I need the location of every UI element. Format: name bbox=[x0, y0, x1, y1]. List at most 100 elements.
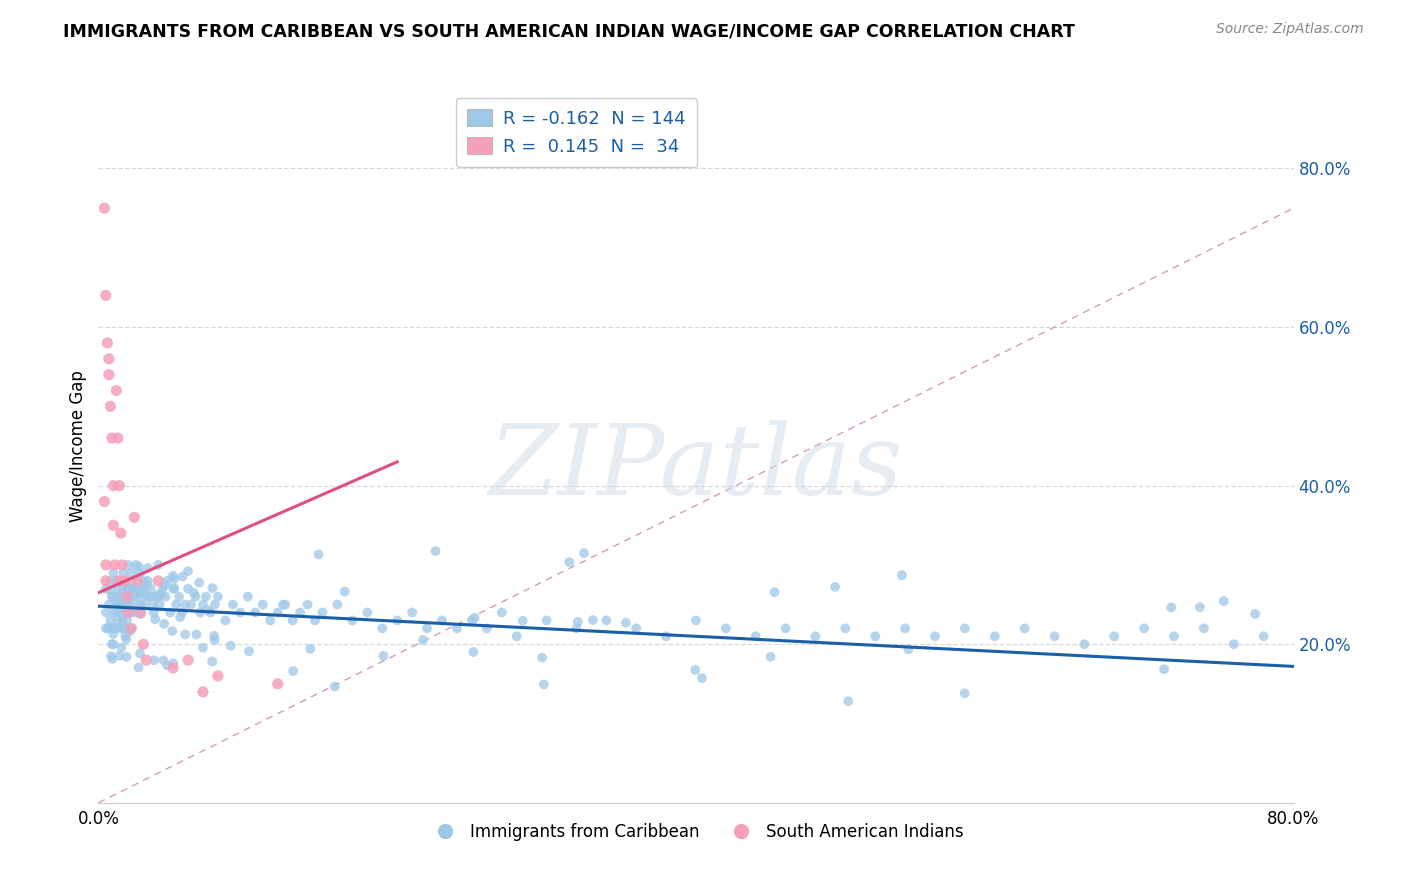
Point bbox=[174, 598, 197, 612]
Point bbox=[683, 663, 706, 677]
Point bbox=[127, 582, 149, 596]
Point bbox=[103, 478, 125, 492]
Text: Source: ZipAtlas.com: Source: ZipAtlas.com bbox=[1216, 22, 1364, 37]
Point bbox=[195, 590, 218, 604]
Point bbox=[93, 494, 115, 508]
Point bbox=[124, 510, 146, 524]
Point bbox=[127, 574, 149, 588]
Point bbox=[238, 644, 260, 658]
Point bbox=[177, 564, 200, 578]
Point bbox=[207, 590, 229, 604]
Point bbox=[191, 598, 214, 612]
Point bbox=[894, 621, 917, 635]
Point bbox=[461, 614, 484, 628]
Point bbox=[162, 661, 184, 675]
Point bbox=[103, 621, 125, 635]
Point bbox=[97, 351, 120, 366]
Point bbox=[117, 606, 139, 620]
Point bbox=[288, 606, 311, 620]
Point bbox=[98, 574, 122, 588]
Point bbox=[267, 677, 290, 691]
Point bbox=[165, 598, 187, 612]
Point bbox=[690, 671, 713, 685]
Point bbox=[105, 384, 128, 398]
Point bbox=[101, 621, 124, 635]
Point bbox=[202, 629, 225, 643]
Point bbox=[111, 598, 134, 612]
Point bbox=[136, 561, 159, 575]
Point bbox=[475, 621, 498, 635]
Point bbox=[103, 518, 125, 533]
Point bbox=[156, 574, 179, 588]
Point bbox=[105, 621, 128, 635]
Point bbox=[110, 640, 132, 655]
Point bbox=[207, 669, 229, 683]
Point bbox=[1160, 600, 1182, 615]
Point bbox=[101, 431, 124, 445]
Point bbox=[155, 590, 177, 604]
Point bbox=[1212, 594, 1234, 608]
Point bbox=[533, 677, 555, 691]
Point bbox=[138, 590, 160, 604]
Point bbox=[120, 606, 142, 620]
Point bbox=[430, 614, 453, 628]
Point bbox=[201, 581, 224, 595]
Point bbox=[103, 590, 125, 604]
Point bbox=[114, 629, 136, 643]
Legend: Immigrants from Caribbean, South American Indians: Immigrants from Caribbean, South America… bbox=[422, 817, 970, 848]
Point bbox=[129, 586, 152, 600]
Point bbox=[162, 657, 184, 671]
Point bbox=[229, 606, 252, 620]
Point bbox=[136, 574, 159, 588]
Point bbox=[139, 582, 162, 596]
Point bbox=[1104, 629, 1126, 643]
Point bbox=[714, 621, 737, 635]
Point bbox=[412, 632, 434, 647]
Point bbox=[112, 599, 135, 614]
Point bbox=[108, 598, 131, 612]
Point bbox=[281, 614, 304, 628]
Point bbox=[103, 637, 125, 651]
Point bbox=[162, 624, 184, 638]
Point bbox=[112, 590, 135, 604]
Point bbox=[834, 621, 856, 635]
Point bbox=[97, 598, 120, 612]
Point bbox=[105, 606, 128, 620]
Point bbox=[1153, 662, 1175, 676]
Point bbox=[132, 598, 155, 612]
Point bbox=[148, 558, 170, 572]
Point bbox=[299, 641, 322, 656]
Point bbox=[1188, 600, 1211, 615]
Point bbox=[775, 621, 797, 635]
Point bbox=[308, 548, 330, 562]
Point bbox=[567, 615, 589, 629]
Point bbox=[152, 653, 174, 667]
Point bbox=[219, 639, 242, 653]
Point bbox=[1223, 637, 1246, 651]
Point bbox=[143, 653, 166, 667]
Point bbox=[824, 580, 846, 594]
Point bbox=[120, 582, 142, 596]
Point bbox=[104, 558, 127, 572]
Point bbox=[129, 647, 152, 661]
Point bbox=[804, 629, 827, 643]
Point bbox=[93, 201, 115, 215]
Point bbox=[186, 627, 208, 641]
Point bbox=[94, 582, 117, 596]
Point bbox=[172, 569, 194, 583]
Point bbox=[131, 582, 153, 596]
Point bbox=[1163, 629, 1185, 643]
Point bbox=[110, 621, 132, 635]
Point bbox=[94, 606, 117, 620]
Point bbox=[177, 582, 200, 596]
Point bbox=[117, 582, 139, 596]
Point bbox=[105, 595, 128, 609]
Point bbox=[283, 664, 305, 678]
Point bbox=[114, 574, 136, 588]
Point bbox=[98, 400, 122, 414]
Point bbox=[191, 685, 214, 699]
Point bbox=[401, 606, 423, 620]
Point bbox=[108, 478, 131, 492]
Point bbox=[115, 614, 138, 628]
Point bbox=[108, 574, 131, 588]
